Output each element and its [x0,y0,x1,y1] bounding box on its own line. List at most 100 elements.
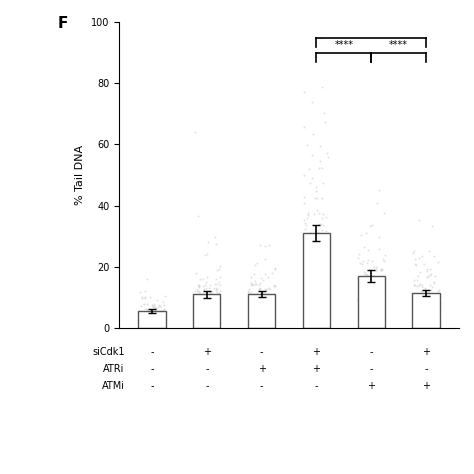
Point [427,308,434,316]
Point [376,272,384,279]
Point [421,309,428,317]
Point [217,273,224,281]
Point [414,309,421,317]
Point [264,273,272,281]
Point [373,265,380,273]
Point [252,261,259,268]
Point [137,302,144,310]
Point [317,243,325,251]
Point [146,293,154,301]
Point [152,315,160,323]
Point [162,313,169,320]
Point [431,306,438,313]
Point [411,303,419,310]
Point [317,34,325,41]
Point [427,282,434,289]
Point [316,286,323,294]
Point [194,304,202,312]
Point [371,264,378,271]
Point [151,307,158,315]
Point [374,294,382,302]
Point [360,308,367,316]
Point [137,312,144,319]
Point [255,281,263,289]
Point [142,305,149,313]
Point [252,280,260,288]
Point [206,304,214,311]
Point [433,300,441,308]
Point [371,306,378,314]
Point [363,229,370,237]
Point [309,151,316,158]
Point [247,298,255,306]
Text: +: + [422,347,430,357]
Point [304,288,311,295]
Point [212,240,219,248]
Point [136,312,143,319]
Point [201,291,209,299]
Point [326,249,334,256]
Point [425,294,432,301]
Point [191,309,198,316]
Point [355,280,363,288]
Point [213,284,220,292]
Point [250,270,257,277]
Point [326,267,333,275]
Point [415,307,422,314]
Point [314,260,322,267]
Point [210,284,218,292]
Point [194,303,201,311]
Point [301,219,309,227]
Point [195,288,203,295]
Point [197,301,204,309]
Point [258,305,266,313]
Point [193,288,201,295]
Point [148,301,155,308]
Point [369,290,376,297]
Point [196,292,203,300]
Point [311,194,319,202]
Point [380,291,388,299]
Text: -: - [150,364,154,374]
Point [155,301,163,309]
Point [136,288,143,295]
Point [141,316,149,323]
Point [314,234,322,242]
Point [429,316,437,324]
Point [200,275,207,283]
Point [416,281,423,289]
Point [376,276,383,283]
Point [355,274,362,282]
Point [303,260,311,268]
Point [248,298,256,305]
Point [251,303,259,311]
Point [253,303,261,310]
Bar [193,294,220,328]
Point [145,311,153,319]
Point [418,299,425,307]
Point [424,292,432,300]
Point [306,179,313,186]
Point [155,310,162,318]
Point [137,308,145,316]
Point [261,292,268,299]
Point [151,313,158,321]
Bar [303,233,330,328]
Point [419,252,426,260]
Point [160,310,168,317]
Point [190,303,198,311]
Point [423,292,430,300]
Point [419,291,427,298]
Point [215,307,223,314]
Text: +: + [257,364,265,374]
Point [323,270,330,278]
Text: +: + [312,347,320,357]
Point [420,312,428,319]
Point [155,312,162,319]
Point [436,291,443,299]
Point [301,226,309,233]
Point [372,288,379,295]
Point [411,255,419,263]
Point [257,274,264,282]
Point [257,292,265,299]
